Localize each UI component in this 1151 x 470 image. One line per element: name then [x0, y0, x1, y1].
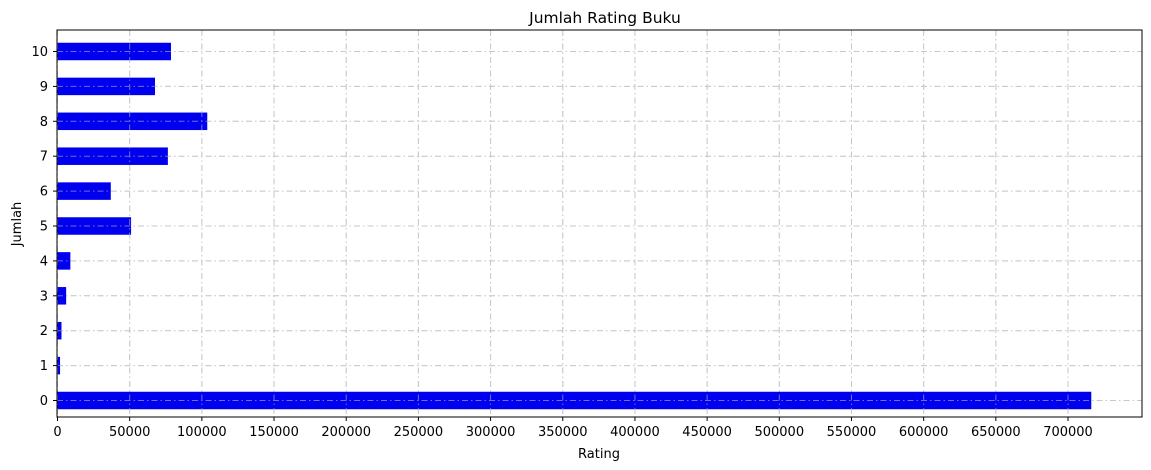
y-tick-label: 4 — [40, 254, 48, 269]
x-tick-label: 150000 — [249, 425, 299, 440]
chart-title: Jumlah Rating Buku — [528, 9, 681, 27]
x-tick-label: 700000 — [1043, 425, 1093, 440]
y-tick-label: 6 — [40, 185, 48, 200]
x-tick-label: 200000 — [321, 425, 371, 440]
grid-lines — [57, 30, 1142, 417]
x-tick-label: 100000 — [177, 425, 227, 440]
y-tick-label: 5 — [40, 220, 48, 235]
y-tick-label: 3 — [40, 289, 48, 304]
grid-overlay — [57, 30, 1142, 417]
y-tick-label: 8 — [40, 115, 48, 130]
x-axis-label: Rating — [578, 447, 620, 462]
x-tick-label: 400000 — [610, 425, 660, 440]
y-tick-label: 10 — [31, 45, 48, 60]
x-tick-label: 600000 — [899, 425, 949, 440]
y-tick-label: 0 — [40, 394, 48, 409]
y-tick-label: 7 — [40, 150, 48, 165]
y-tick-label: 1 — [40, 359, 48, 374]
x-tick-label: 0 — [53, 425, 61, 440]
plot-frame — [56, 29, 1143, 418]
x-tick-label: 50000 — [109, 425, 150, 440]
y-tick-label: 2 — [40, 324, 48, 339]
y-tick-label: 9 — [40, 80, 48, 95]
x-axis-ticks: 0 50000 100000 150000 200000 250000 300000 3500… — [53, 417, 1093, 440]
x-tick-label: 550000 — [827, 425, 877, 440]
x-tick-label: 450000 — [682, 425, 732, 440]
x-tick-label: 500000 — [754, 425, 804, 440]
bar-rating-8 — [57, 112, 208, 131]
y-axis-label: Jumlah — [10, 202, 25, 248]
x-tick-label: 650000 — [971, 425, 1021, 440]
x-tick-label: 350000 — [538, 425, 588, 440]
x-tick-label: 250000 — [394, 425, 444, 440]
bar-rating-9 — [57, 77, 156, 96]
bar-rating-4 — [57, 252, 71, 270]
x-tick-label: 300000 — [466, 425, 516, 440]
y-axis-ticks: 0 1 2 3 4 5 6 7 8 9 10 — [31, 45, 57, 409]
